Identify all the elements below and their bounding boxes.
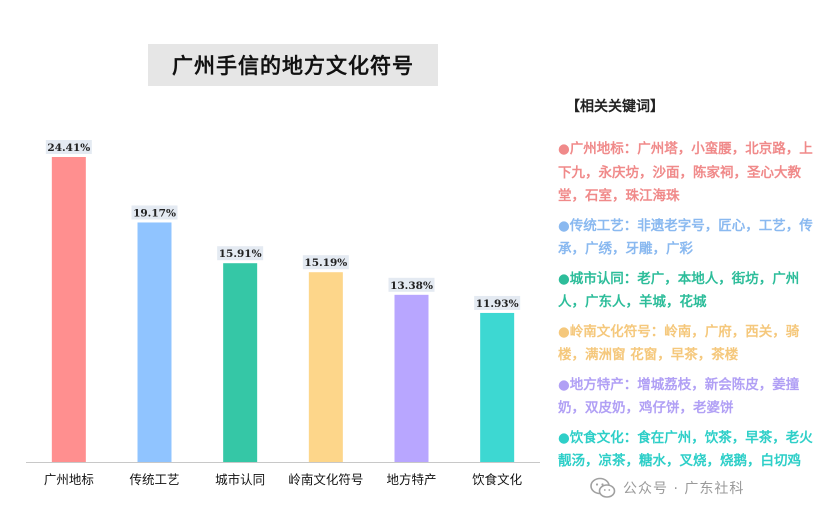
keyword-group: ●饮食文化：食在广州，饮茶，早茶，老火靓汤，凉茶，糖水，叉烧，烧鹅，白切鸡 <box>558 429 813 470</box>
bar <box>223 263 258 462</box>
bar <box>51 157 86 462</box>
chart-title: 广州手信的地方文化符号 <box>148 44 438 86</box>
data-label: 11.93% <box>476 298 519 310</box>
data-label-bg <box>45 140 92 154</box>
x-tick-label: 城市认同 <box>215 472 265 487</box>
keywords-panel: 【相关关键词】 ●广州地标：广州塔，小蛮腰，北京路，上下九，永庆坊，沙面，陈家祠… <box>558 96 816 480</box>
watermark-text: 公众号 · 广东社科 <box>623 481 745 497</box>
x-tick-label: 岭南文化符号 <box>288 472 363 487</box>
data-label: 19.17% <box>133 207 176 219</box>
keyword-group: ●广州地标：广州塔，小蛮腰，北京路，上下九，永庆坊，沙面，陈家祠，圣心大教堂，石… <box>558 141 813 204</box>
data-label: 24.41% <box>47 142 90 154</box>
data-label-bg <box>131 205 178 220</box>
bar <box>137 222 172 462</box>
x-tick-label: 地方特产 <box>386 472 436 487</box>
watermark: 公众号 · 广东社科 <box>590 476 744 500</box>
x-tick-label: 传统工艺 <box>129 472 179 487</box>
keyword-group: ●岭南文化符号：岭南，广府，西关，骑楼，满洲窗 花窗，早茶，茶楼 <box>558 323 800 364</box>
bar <box>480 312 515 462</box>
data-label-bg <box>217 246 264 261</box>
keyword-group: ●传统工艺：非遗老字号，匠心，工艺，传承，广绣，牙雕，广彩 <box>558 217 813 258</box>
keywords-list: ●广州地标：广州塔，小蛮腰，北京路，上下九，永庆坊，沙面，陈家祠，圣心大教堂，石… <box>558 138 816 474</box>
data-label-bg <box>302 255 349 270</box>
data-label-bg <box>388 277 435 292</box>
keyword-group: ●地方特产：增城荔枝，新会陈皮，姜撞奶，双皮奶，鸡仔饼，老婆饼 <box>558 376 800 417</box>
data-label: 15.19% <box>304 257 347 269</box>
bar <box>394 294 429 462</box>
keyword-group: ●城市认同：老广，本地人，街坊，广州人，广东人，羊城，花城 <box>558 270 800 311</box>
x-tick-label: 广州地标 <box>44 472 94 487</box>
bar-chart: 24.41% 广州地标 19.17% 传统工艺 15.91% 城市认同 15.19% 岭南文化… <box>26 140 540 487</box>
wechat-icon <box>590 477 616 498</box>
x-tick-label: 饮食文化 <box>472 472 523 487</box>
data-label-bg <box>474 295 521 310</box>
data-label: 13.38% <box>390 280 433 292</box>
data-label: 15.91% <box>219 248 262 260</box>
bar <box>308 272 343 462</box>
keywords-panel-title: 【相关关键词】 <box>566 99 664 115</box>
